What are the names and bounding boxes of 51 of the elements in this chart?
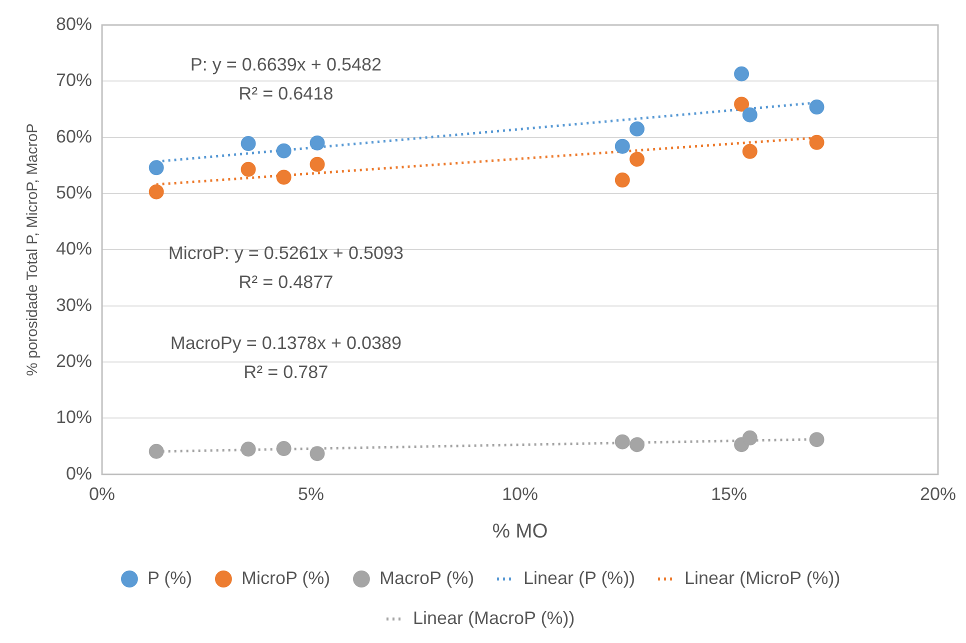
x-tick-label: 5% — [298, 484, 324, 504]
point — [310, 446, 325, 462]
point — [742, 144, 758, 159]
point — [630, 152, 645, 167]
legend-label: P (%) — [147, 568, 192, 588]
point — [809, 432, 824, 448]
point — [276, 170, 292, 185]
y-tick-label: 30% — [56, 294, 92, 315]
legend-label: Linear (MicroP (%)) — [684, 568, 840, 588]
point — [630, 121, 645, 136]
y-tick-label: 10% — [56, 407, 92, 428]
annotation: P: y = 0.6639x + 0.5482 R² = 0.6418 — [190, 54, 382, 104]
point — [240, 136, 256, 152]
point — [734, 96, 750, 112]
legend-label: Linear (MacroP (%)) — [412, 608, 575, 628]
point — [614, 434, 630, 450]
point — [276, 143, 292, 158]
y-axis-title: % porosidade Total P, MicroP, MacroP — [24, 123, 42, 376]
annotation: MacroPy = 0.1378x + 0.0389 R² = 0.787 — [170, 333, 402, 382]
point — [148, 160, 164, 176]
point — [630, 437, 645, 452]
y-tick-label: 20% — [56, 351, 92, 372]
legend-label: Linear (P (%)) — [523, 568, 636, 588]
point — [310, 135, 325, 150]
point — [742, 430, 758, 446]
point — [310, 156, 325, 172]
legend-label: MicroP (%) — [241, 568, 330, 588]
x-tick-label: 10% — [502, 484, 538, 504]
y-tick-label: 70% — [56, 70, 92, 90]
point — [276, 441, 292, 456]
point — [742, 107, 758, 122]
point — [809, 100, 824, 115]
x-tick-label: 20% — [920, 484, 956, 504]
point — [148, 444, 164, 459]
point — [614, 172, 630, 188]
y-tick-label: 80% — [56, 14, 92, 34]
y-tick-label: 0% — [66, 463, 92, 484]
x-tick-label: 15% — [710, 484, 748, 504]
point — [240, 162, 256, 177]
point — [809, 134, 824, 150]
x-axis-title: % MO — [492, 520, 548, 543]
legend-label: MacroP (%) — [379, 568, 474, 588]
point — [614, 138, 630, 154]
point — [148, 184, 164, 200]
annotation: MicroP: y = 0.5261x + 0.5093 R² = 0.4877 — [168, 243, 404, 292]
point — [734, 66, 750, 82]
x-tick-label: 0% — [89, 484, 116, 504]
point — [240, 442, 256, 457]
y-tick-label: 60% — [56, 126, 92, 146]
y-tick-label: 40% — [56, 238, 92, 259]
y-tick-label: 50% — [56, 182, 92, 202]
